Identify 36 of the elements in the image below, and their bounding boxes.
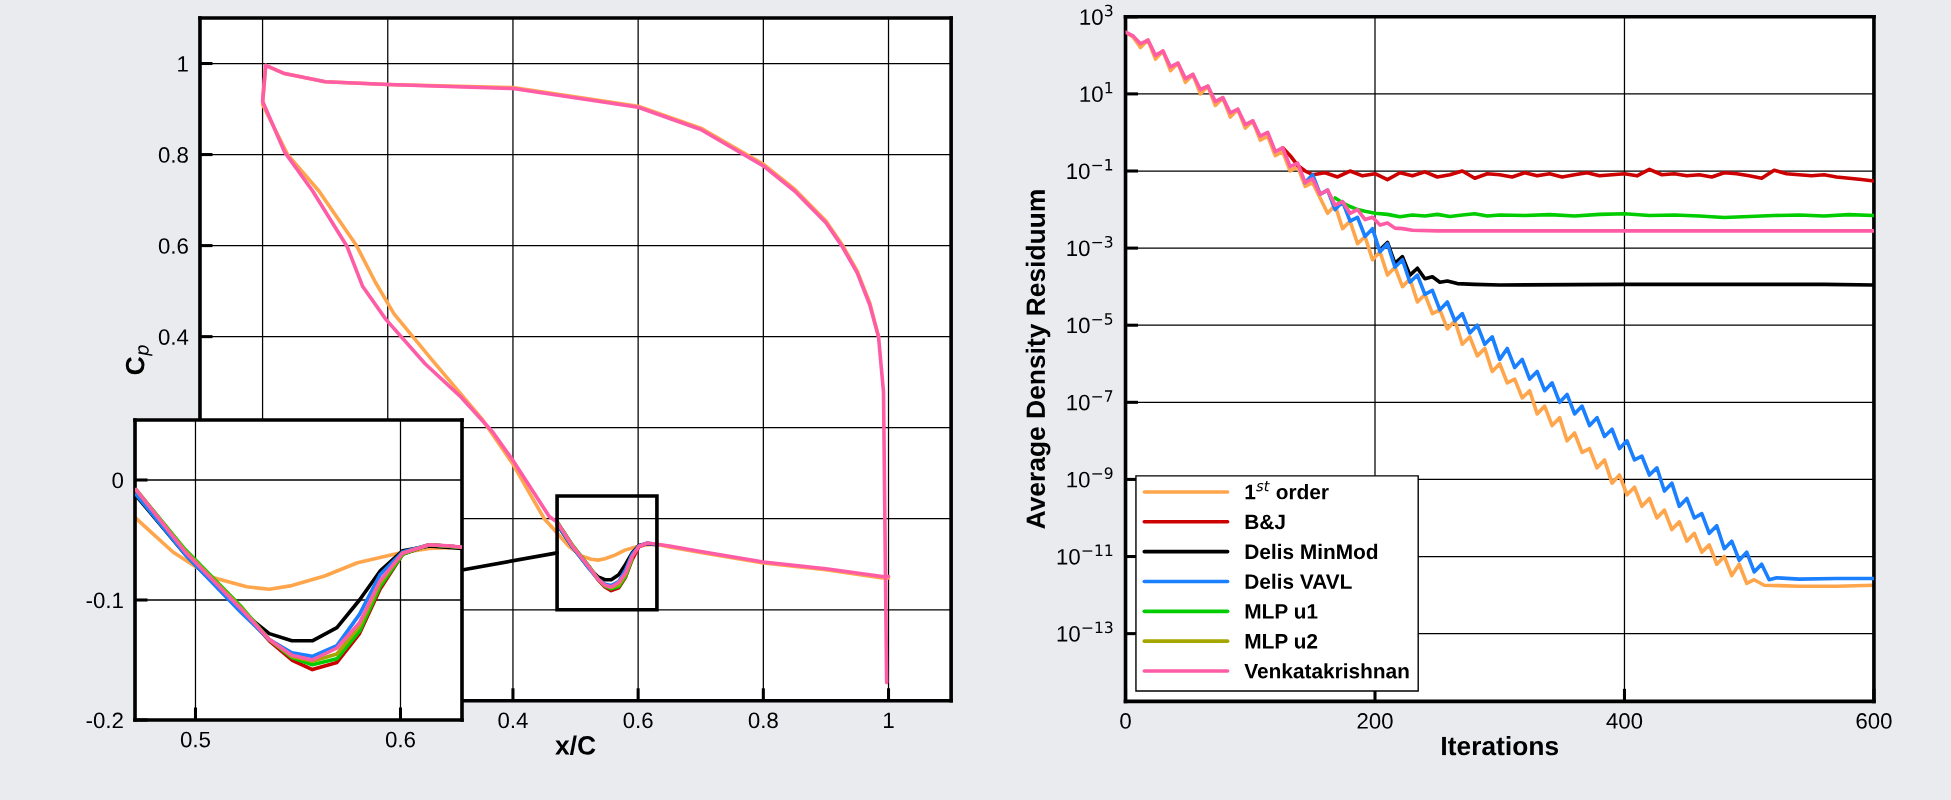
x-axis-title: x/C [555, 735, 596, 756]
legend-label: 1$^{st}$ order [1245, 480, 1329, 500]
y-tick-label: 10$^{3}$ [1080, 4, 1113, 25]
legend-label: Venkatakrishnan [1244, 663, 1409, 679]
y-axis-title: C$_{p}$ [125, 345, 153, 375]
y-tick-label: 10$^{−3}$ [1067, 235, 1113, 257]
y-tick-label: 10$^{−9}$ [1067, 467, 1113, 488]
y-tick-label: 0.4 [158, 329, 189, 345]
x-tick-label: 1 [884, 712, 894, 729]
y-tick-label: 10$^{−11}$ [1057, 544, 1113, 565]
x-tick-label: 0.6 [623, 712, 653, 729]
legend-label: MLP u1 [1245, 604, 1318, 619]
y-tick-label: 1 [178, 56, 188, 72]
legend-label: Delis VAVL [1245, 573, 1352, 589]
y-tick-label: 10$^{−7}$ [1067, 390, 1113, 411]
x-tick-label: 0.4 [498, 712, 528, 729]
x-axis-title: Iterations [1442, 735, 1559, 756]
y-axis-title: Average Density Residuum [1025, 190, 1051, 529]
x-tick-label: 0.5 [180, 731, 210, 748]
x-tick-label: 200 [1357, 713, 1393, 729]
y-tick-label: 10$^{−1}$ [1067, 159, 1113, 180]
y-tick-label: -0.1 [86, 592, 123, 609]
y-tick-label: -0.2 [86, 712, 123, 729]
y-tick-label: 0 [112, 472, 124, 489]
legend-label: MLP u2 [1245, 633, 1318, 649]
y-tick-label: 10$^{−5}$ [1067, 313, 1113, 334]
legend-label: B&J [1245, 514, 1285, 530]
x-tick-label: 600 [1856, 713, 1892, 729]
y-tick-label: 0.8 [158, 147, 188, 163]
legend-label: Delis MinMod [1245, 543, 1378, 560]
y-tick-label: 10$^{−13}$ [1057, 621, 1113, 642]
y-tick-label: 0.6 [158, 238, 188, 254]
x-tick-label: 400 [1606, 713, 1643, 729]
x-tick-label: 0.8 [748, 712, 778, 729]
x-tick-label: 0 [1120, 713, 1131, 729]
y-tick-label: 10$^{1}$ [1080, 81, 1113, 103]
